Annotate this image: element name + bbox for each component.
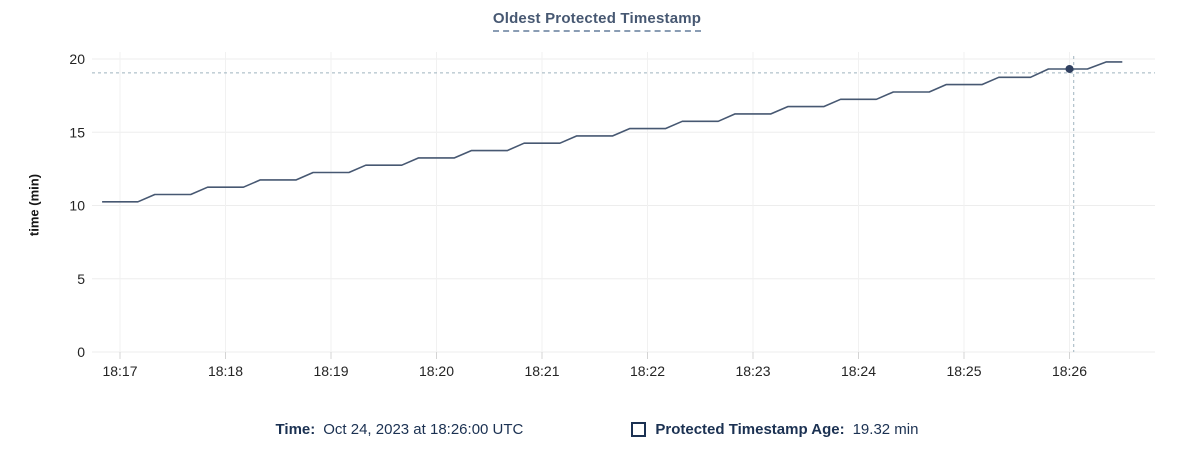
series-line [102,61,1123,203]
x-tick-label: 18:26 [1052,363,1087,379]
y-tick-label: 20 [69,51,85,67]
legend-time-label: Time: [275,421,316,438]
x-tick-label: 18:24 [841,363,876,379]
x-tick-label: 18:17 [102,363,137,379]
x-tick-label: 18:22 [630,363,665,379]
hover-dot [1065,64,1074,73]
legend-series[interactable]: Protected Timestamp Age: 19.32 min [631,421,918,438]
x-tick-label: 18:21 [524,363,559,379]
y-tick-label: 10 [69,198,85,214]
legend-series-label: Protected Timestamp Age: [655,421,845,438]
y-tick-label: 0 [77,344,85,360]
series-swatch-icon [631,422,647,437]
x-tick-label: 18:18 [208,363,243,379]
legend-time: Time: Oct 24, 2023 at 18:26:00 UTC [276,421,524,438]
x-tick-label: 18:25 [946,363,981,379]
legend-series-value: 19.32 min [852,421,919,438]
x-tick-label: 18:19 [313,363,348,379]
y-tick-label: 5 [77,271,85,287]
chart-title[interactable]: Oldest Protected Timestamp [492,10,702,32]
legend-time-value: Oct 24, 2023 at 18:26:00 UTC [323,421,524,438]
x-tick-label: 18:20 [419,363,454,379]
x-tick-label: 18:23 [735,363,770,379]
chart-header: Oldest Protected Timestamp [0,10,1194,32]
y-tick-label: 15 [69,124,85,140]
chart-legend: Time: Oct 24, 2023 at 18:26:00 UTC Prote… [0,421,1194,438]
